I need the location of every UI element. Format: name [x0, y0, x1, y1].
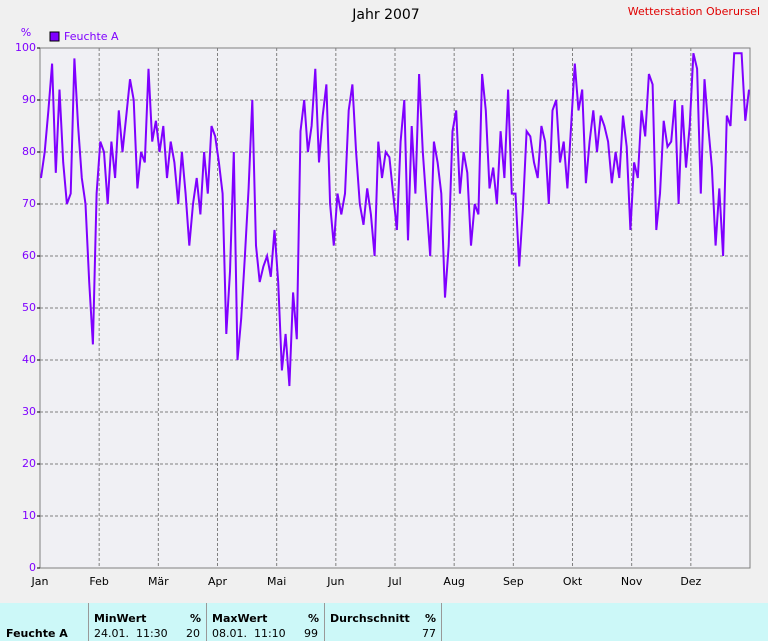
max-value: 99	[304, 627, 318, 640]
y-unit: %	[21, 26, 31, 39]
y-tick-label: 10	[22, 509, 36, 522]
y-tick-label: 70	[22, 197, 36, 210]
stats-table: MinWert % MaxWert % Durchschnitt % Feuch…	[0, 603, 768, 641]
chart-title: Jahr 2007	[351, 7, 419, 23]
x-tick-label: Apr	[208, 575, 228, 588]
min-value: 20	[186, 627, 200, 640]
y-tick-label: 50	[22, 301, 36, 314]
x-tick-label: Dez	[680, 575, 701, 588]
x-tick-label: Feb	[89, 575, 108, 588]
header-unit: %	[425, 612, 437, 625]
max-time: 08.01. 11:10	[212, 627, 286, 640]
avg-value: 77	[422, 627, 436, 640]
x-tick-label: Mär	[148, 575, 169, 588]
y-tick-label: 80	[22, 145, 36, 158]
y-tick-label: 60	[22, 249, 36, 262]
x-tick-label: Okt	[563, 575, 583, 588]
x-tick-label: Jul	[387, 575, 401, 588]
y-tick-label: 40	[22, 353, 36, 366]
separator	[441, 603, 442, 641]
y-tick-label: 90	[22, 93, 36, 106]
data-line	[40, 52, 750, 387]
station-name: Wetterstation Oberursel	[628, 5, 760, 18]
legend-label: Feuchte A	[64, 30, 119, 43]
y-tick-label: 100	[15, 41, 36, 54]
x-tick-label: Sep	[503, 575, 524, 588]
separator	[324, 603, 325, 641]
separator	[88, 603, 89, 641]
chart: Jahr 2007 Wetterstation Oberursel % Feuc…	[15, 5, 760, 588]
x-tick-label: Aug	[443, 575, 464, 588]
header: Durchschnitt	[330, 612, 410, 625]
legend-swatch	[49, 31, 60, 42]
x-tick-label: Mai	[267, 575, 286, 588]
x-tick-label: Nov	[621, 575, 643, 588]
y-tick-label: 0	[29, 561, 36, 574]
header-unit: %	[308, 612, 320, 625]
min-time: 24.01. 11:30	[94, 627, 168, 640]
header: MaxWert	[212, 612, 268, 625]
header: MinWert	[94, 612, 147, 625]
x-tick-label: Jun	[326, 575, 344, 588]
row-name: Feuchte A	[6, 627, 68, 640]
header-unit: %	[190, 612, 202, 625]
y-tick-label: 20	[22, 457, 36, 470]
y-tick-label: 30	[22, 405, 36, 418]
x-tick-label: Jan	[31, 575, 49, 588]
separator	[206, 603, 207, 641]
